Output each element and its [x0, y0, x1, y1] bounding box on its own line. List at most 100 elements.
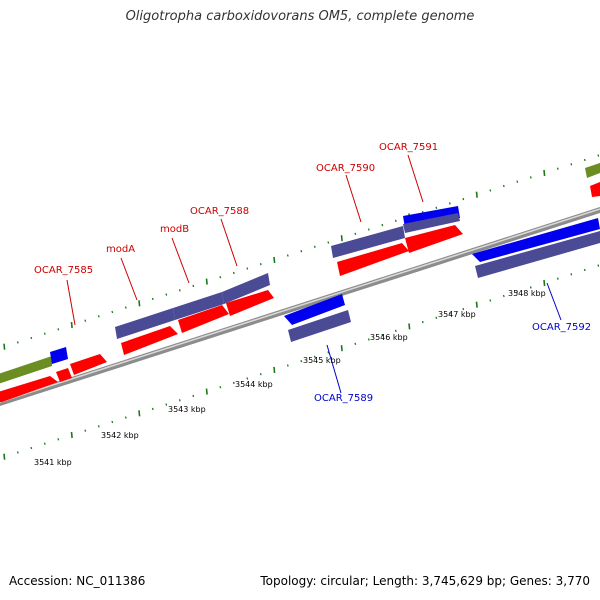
minor-tick [97, 315, 100, 318]
genome-backbone [0, 207, 600, 406]
minor-tick [232, 381, 235, 385]
major-tick [205, 388, 208, 395]
minor-tick [502, 294, 505, 298]
gene-feature-left-olive [0, 356, 52, 384]
cds-feature-ocar7585 [70, 354, 107, 375]
ruler-label: 3547 kbp [438, 310, 476, 319]
gene-label[interactable]: OCAR_7592 [532, 322, 591, 333]
major-tick [205, 278, 208, 285]
minor-tick [421, 320, 424, 324]
minor-tick [124, 306, 127, 309]
minor-tick [124, 416, 127, 419]
cds-right [590, 182, 600, 197]
ruler-label: 3546 kbp [370, 333, 408, 342]
minor-tick [529, 286, 532, 289]
inner-tick-ring [3, 264, 600, 460]
gene-ocar7592 [475, 231, 600, 278]
major-tick [340, 235, 343, 242]
major-tick [273, 366, 276, 373]
minor-tick [448, 312, 451, 315]
minor-tick [165, 403, 168, 406]
ruler-label: 3548 kbp [508, 289, 546, 298]
minor-tick [43, 332, 46, 335]
minor-tick [165, 293, 168, 296]
major-tick [70, 321, 73, 329]
gene-label[interactable]: OCAR_7591 [379, 142, 438, 153]
gene-label[interactable]: OCAR_7588 [190, 206, 249, 217]
ruler-label: 3543 kbp [168, 405, 206, 414]
gene-label[interactable]: OCAR_7589 [314, 393, 373, 404]
ruler-label: 3544 kbp [235, 380, 273, 389]
ruler-label: 3541 kbp [34, 458, 72, 467]
minor-tick [381, 223, 384, 227]
minor-tick [192, 284, 195, 288]
major-tick [543, 279, 546, 287]
cds-ocar7591 [405, 225, 463, 253]
major-tick [273, 256, 276, 263]
gene-feature-left-blue [50, 347, 68, 364]
map-title: Oligotropha carboxidovorans OM5, complet… [125, 9, 475, 24]
major-tick [3, 453, 6, 460]
forward-label-leaders [66, 154, 424, 326]
gene-label[interactable]: modB [160, 224, 189, 235]
major-tick [340, 345, 343, 352]
minor-tick [111, 420, 114, 424]
gene-label[interactable]: modA [106, 244, 135, 255]
minor-tick [394, 329, 397, 332]
minor-tick [178, 399, 181, 402]
gene-ocar7589 [288, 310, 351, 342]
major-tick [70, 431, 73, 439]
minor-tick [192, 394, 195, 398]
minor-tick [597, 264, 600, 267]
reverse-label-leaders [326, 282, 562, 394]
minor-tick [16, 341, 19, 344]
major-tick [408, 323, 411, 330]
cds-ocar7590 [337, 243, 409, 276]
gene-ocar7591-b [403, 213, 460, 233]
outer-tick-ring [3, 154, 600, 350]
minor-tick [259, 373, 262, 376]
gene-label[interactable]: OCAR_7585 [34, 265, 93, 276]
minor-tick [381, 333, 384, 337]
minor-tick [583, 268, 586, 272]
minor-tick [556, 277, 559, 280]
genome-summary-text: Topology: circular; Length: 3,745,629 bp… [260, 574, 590, 588]
backbone-highlight [0, 208, 600, 403]
minor-tick [151, 297, 154, 301]
minor-tick [43, 442, 46, 445]
minor-tick [556, 167, 559, 170]
minor-tick [570, 163, 573, 166]
major-tick [475, 301, 478, 308]
minor-tick [97, 425, 100, 428]
minor-tick [232, 271, 235, 275]
minor-tick [354, 342, 357, 345]
minor-tick [30, 336, 33, 340]
gene-ocar7592-blue [472, 218, 600, 262]
minor-tick [246, 267, 249, 270]
ruler-label: 3545 kbp [303, 356, 341, 365]
minor-tick [30, 446, 33, 450]
minor-tick [435, 316, 438, 319]
minor-tick [219, 386, 222, 389]
minor-tick [327, 241, 330, 244]
minor-tick [84, 429, 87, 432]
minor-tick [286, 254, 289, 257]
minor-tick [300, 250, 303, 253]
minor-tick [313, 245, 316, 248]
minor-tick [367, 338, 370, 341]
cds-feature-left-2 [56, 368, 72, 382]
major-tick [3, 343, 6, 350]
minor-tick [516, 290, 519, 293]
minor-tick [529, 176, 532, 179]
gene-moda [173, 292, 224, 320]
cds-modb [178, 305, 229, 333]
cds-feature-left-1 [0, 376, 58, 402]
major-tick [543, 169, 546, 177]
gene-label[interactable]: OCAR_7590 [316, 163, 375, 174]
minor-tick [583, 158, 586, 162]
ruler-label: 3542 kbp [101, 431, 139, 440]
gene-ocar7585 [115, 308, 175, 339]
minor-tick [111, 310, 114, 314]
minor-tick [448, 202, 451, 205]
minor-tick [502, 184, 505, 188]
